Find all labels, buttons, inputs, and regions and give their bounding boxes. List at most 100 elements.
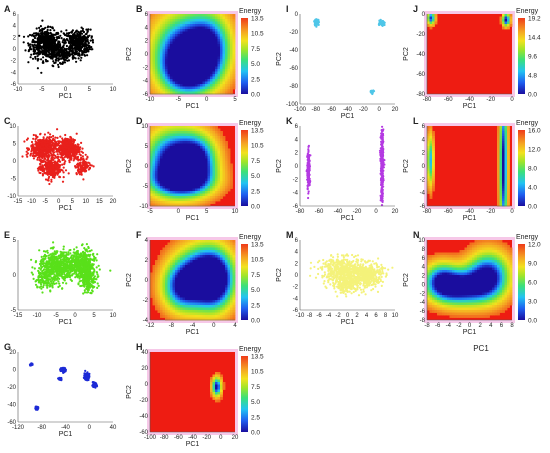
scatter-point [65, 29, 68, 32]
heatmap-cell [222, 29, 226, 32]
heatmap-cell [185, 126, 188, 129]
heatmap-cell [192, 196, 196, 199]
heatmap-cell [195, 158, 198, 162]
scatter-point [85, 37, 88, 40]
heatmap-cell [157, 26, 161, 30]
heatmap-cell [192, 181, 196, 184]
heatmap-cell [152, 136, 156, 139]
heatmap-cell [167, 193, 171, 197]
heatmap-cell [182, 168, 186, 172]
heatmap-cell [187, 156, 191, 159]
heatmap-cell [185, 61, 188, 65]
heatmap-cell [212, 34, 216, 37]
scatter-point [57, 159, 60, 162]
heatmap-cell [162, 41, 166, 45]
heatmap-cell [162, 133, 166, 137]
heatmap-cell [170, 59, 173, 62]
heatmap-cell [167, 163, 171, 167]
heatmap-cell [205, 196, 208, 199]
heatmap-cell [182, 138, 186, 142]
y-tick-label: -4 [11, 70, 17, 76]
heatmap-cell [175, 74, 178, 77]
heatmap-cell [197, 26, 201, 30]
heatmap-cell [222, 44, 226, 47]
heatmap-cell [155, 44, 158, 47]
heatmap-cell [205, 36, 208, 40]
heatmap-cell [180, 14, 183, 17]
scatter-point [38, 52, 42, 55]
heatmap-cell [210, 183, 213, 187]
heatmap-cell [190, 198, 193, 202]
scatter-point [64, 58, 67, 62]
scatter-point [50, 178, 53, 181]
heatmap-cell [207, 156, 211, 159]
heatmap-cell [207, 76, 211, 80]
scatter-point [27, 42, 30, 45]
heatmap-cell [202, 29, 206, 32]
heatmap-cell [155, 66, 158, 70]
heatmap-cell [197, 138, 201, 142]
heatmap-cell [202, 24, 206, 27]
heatmap-cell [157, 178, 161, 182]
scatter-point [57, 171, 60, 174]
heatmap-cell [152, 64, 156, 67]
scatter-point [18, 34, 21, 37]
heatmap-cell [180, 44, 183, 47]
heatmap-cell [170, 196, 173, 199]
heatmap-cell [227, 64, 231, 67]
heatmap-cell [205, 71, 208, 75]
heatmap-cell [200, 201, 203, 204]
heatmap-cell [170, 89, 173, 92]
heatmap-cell [212, 136, 216, 139]
heatmap-cell [222, 71, 226, 75]
heatmap-cell [152, 133, 156, 137]
scatter-point [74, 166, 77, 169]
heatmap-cell [212, 166, 216, 169]
heatmap-cell [190, 54, 193, 57]
heatmap-cell [202, 153, 206, 157]
scatter-point [34, 140, 37, 143]
scatter-point [79, 59, 82, 62]
scatter-point [35, 147, 38, 150]
x-tick-label: -10 [146, 97, 155, 103]
heatmap-cell [187, 166, 191, 169]
heatmap-cell [192, 31, 196, 35]
heatmap-cell [170, 16, 173, 20]
heatmap-cell [157, 56, 161, 60]
heatmap-cell [205, 176, 208, 179]
heatmap-cell [180, 171, 183, 174]
heatmap-cell [152, 141, 156, 144]
heatmap-cell [190, 178, 193, 182]
heatmap-cell [187, 188, 191, 192]
heatmap-cell [212, 41, 216, 45]
heatmap-cell [217, 198, 221, 202]
heatmap-cell [192, 191, 196, 194]
heatmap-cell [222, 153, 226, 157]
heatmap-cell [195, 64, 198, 67]
scatter-point [31, 40, 34, 43]
heatmap-cell [187, 91, 191, 95]
heatmap-cell [205, 156, 208, 159]
heatmap-cell [185, 69, 188, 72]
y-axis-label: PC2 [0, 42, 1, 56]
heatmap-cell [165, 89, 168, 92]
heatmap-cell [160, 41, 163, 45]
heatmap-cell [150, 39, 153, 42]
heatmap-cell [212, 51, 216, 55]
heatmap-cell [162, 51, 166, 55]
heatmap-cell [170, 131, 173, 134]
heatmap-cell [220, 89, 223, 92]
heatmap-cell [150, 171, 153, 174]
heatmap-cell [160, 181, 163, 184]
heatmap-cell [190, 51, 193, 55]
heatmap-cell [157, 126, 161, 129]
heatmap-cell [215, 64, 218, 67]
heatmap-cell [165, 188, 168, 192]
heatmap-cell [175, 31, 178, 35]
heatmap-cell [205, 126, 208, 129]
heatmap-cell [227, 49, 231, 52]
heatmap-cell [232, 51, 236, 55]
heatmap-cell [165, 148, 168, 152]
